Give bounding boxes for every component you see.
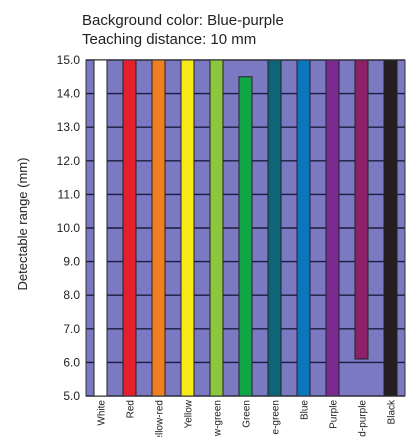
y-tick-label: 9.0	[63, 255, 80, 269]
x-category-label: e-green	[271, 400, 282, 434]
y-tick-label: 5.0	[63, 389, 80, 403]
y-tick-label: 7.0	[63, 322, 80, 336]
x-category-label: Purple	[329, 400, 340, 429]
y-tick-label: 14.0	[57, 87, 81, 101]
x-category-label: w-green	[213, 400, 224, 437]
x-category-label: Green	[242, 400, 253, 428]
x-category-label: Black	[387, 399, 398, 424]
y-tick-label: 13.0	[57, 120, 81, 134]
x-axis-labels: White Red ellow-red Yellow w-green Green e-gre…	[97, 399, 398, 437]
bar-blue-green	[267, 59, 282, 397]
y-axis-label: Detectable range (mm)	[15, 158, 30, 291]
x-category-label: Yellow	[184, 399, 195, 428]
bar-black	[383, 59, 398, 397]
bar-yellow-red	[151, 59, 166, 397]
bar-purple	[325, 59, 340, 397]
bar-white	[93, 59, 108, 397]
y-tick-label: 12.0	[57, 154, 81, 168]
y-tick-label: 10.0	[57, 221, 81, 235]
bar-yellow	[180, 59, 195, 397]
chart-title-background: Background color: Blue-purple	[82, 12, 284, 29]
x-category-label: Red	[126, 400, 137, 418]
bar-yellow-green	[209, 59, 224, 397]
y-tick-label: 11.0	[58, 187, 81, 201]
x-category-label: Blue	[300, 400, 311, 420]
y-axis-ticks: 5.0 6.0 7.0 8.0 9.0 10.0 11.0 12.0 13.0 14.0 15.0	[57, 53, 81, 403]
x-category-label: ellow-red	[155, 400, 166, 437]
y-tick-label: 15.0	[57, 53, 81, 67]
y-tick-label: 8.0	[63, 288, 80, 302]
x-category-label: White	[97, 400, 108, 426]
bar-blue	[296, 59, 311, 397]
bar-green	[238, 76, 253, 397]
chart-title-distance: Teaching distance: 10 mm	[82, 31, 257, 48]
x-category-label: d-purple	[358, 400, 369, 437]
bar-red-purple	[354, 59, 369, 360]
bar-red	[122, 59, 137, 397]
y-tick-label: 6.0	[63, 355, 80, 369]
plot-frame	[85, 59, 406, 397]
